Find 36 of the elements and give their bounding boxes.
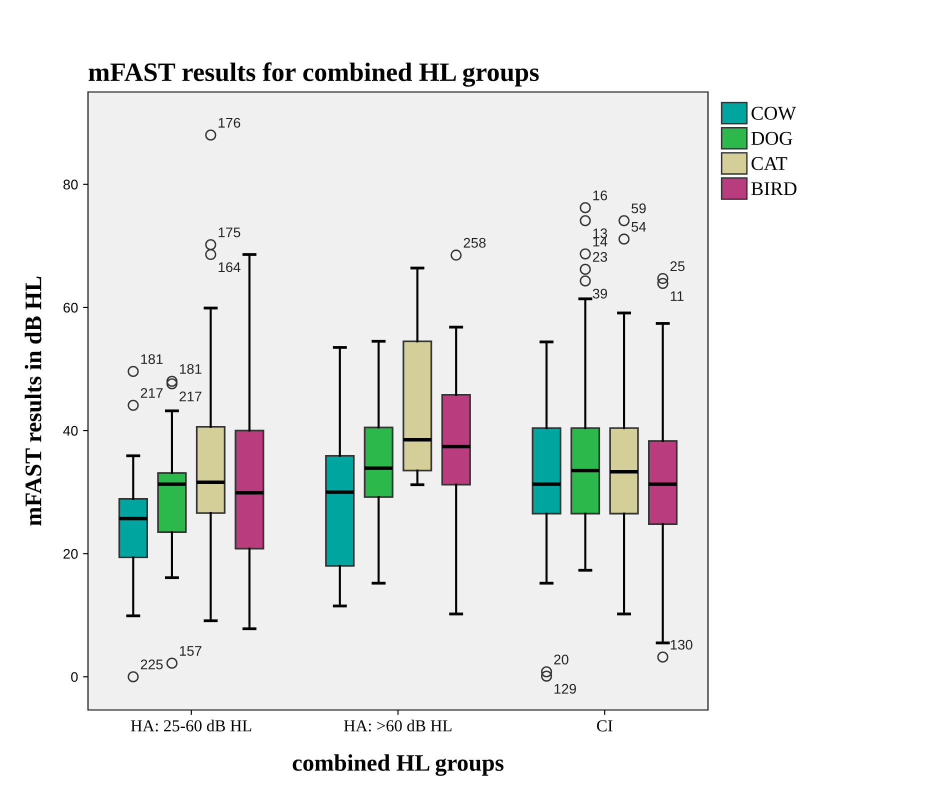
annotation: 59	[632, 203, 646, 214]
annotation: 54	[632, 222, 646, 232]
y-tick-label: 20	[64, 548, 78, 559]
annotation: 129	[554, 684, 576, 694]
annotation: 258	[464, 238, 486, 248]
annotation: 20	[554, 654, 568, 664]
annotation: 164	[218, 262, 240, 272]
legend-label: CAT	[752, 157, 788, 170]
annotation: 181	[180, 364, 202, 374]
annotation: 157	[180, 646, 202, 656]
x-axis-title: combined HL groups	[292, 754, 504, 776]
x-tick-label: HA: >60 dB HL	[344, 720, 452, 732]
y-tick-label: 80	[63, 180, 78, 190]
annotation: 13	[593, 228, 608, 238]
annotation: 16	[593, 190, 608, 200]
annotation: 23	[592, 252, 608, 262]
y-tick-label: 40	[63, 426, 78, 436]
x-tick-label: HA: 25-60 dB HL	[130, 720, 252, 732]
annotation: 225	[140, 660, 163, 670]
x-tick-label: CI	[597, 720, 612, 732]
chart-title: mFAST results for combined HL groups	[88, 62, 539, 87]
y-tick-label: 0	[71, 672, 78, 682]
annotation: 175	[218, 228, 240, 238]
y-tick-label: 60	[64, 302, 78, 313]
annotation: 217	[140, 388, 163, 398]
annotation: 176	[218, 118, 240, 128]
legend-label: COW	[752, 106, 796, 120]
legend-label: DOG	[751, 132, 792, 145]
annotation: 130	[670, 640, 692, 650]
annotation: 181	[141, 354, 163, 364]
legend-label: BIRD	[751, 182, 796, 196]
y-axis-title: mFAST results in dB HL	[24, 276, 42, 526]
annotation: 39	[592, 288, 608, 299]
annotation: 217	[180, 392, 202, 402]
annotation: 11	[670, 291, 684, 301]
annotation: 25	[670, 261, 685, 272]
